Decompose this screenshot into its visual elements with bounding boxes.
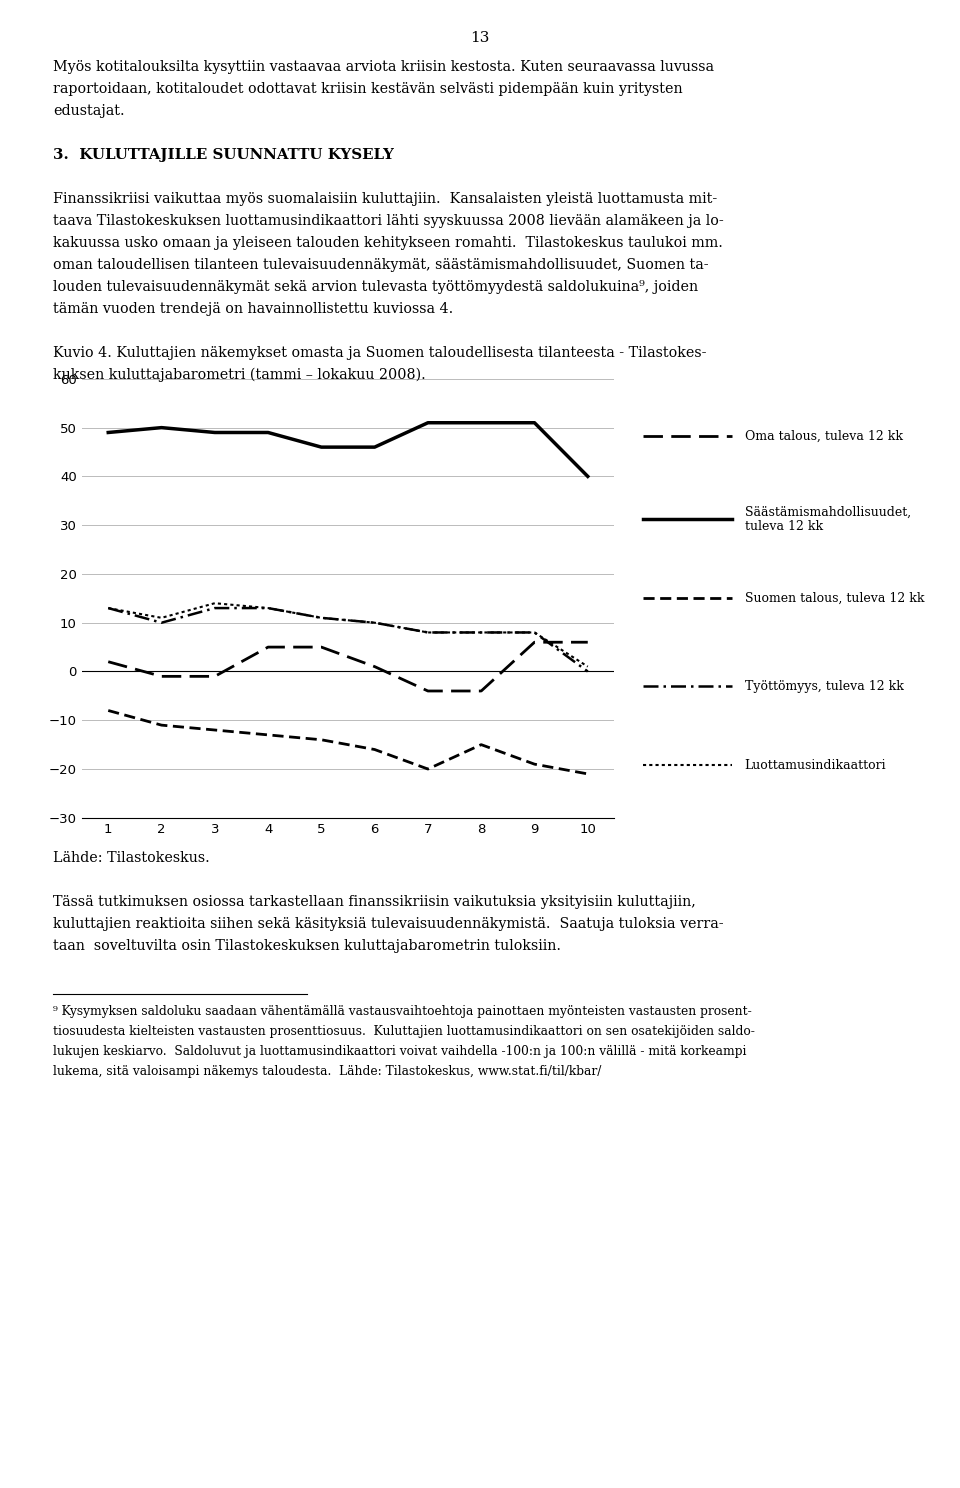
Text: Tässä tutkimuksen osiossa tarkastellaan finanssikriisin vaikutuksia yksityisiin : Tässä tutkimuksen osiossa tarkastellaan … xyxy=(53,894,696,909)
Text: Kuvio 4. Kuluttajien näkemykset omasta ja Suomen taloudellisesta tilanteesta - T: Kuvio 4. Kuluttajien näkemykset omasta j… xyxy=(53,345,707,360)
Text: Luottamusindikaattori: Luottamusindikaattori xyxy=(745,759,886,772)
Text: Finanssikriisi vaikuttaa myös suomalaisiin kuluttajiin.  Kansalaisten yleistä lu: Finanssikriisi vaikuttaa myös suomalaisi… xyxy=(53,192,717,205)
Text: Myös kotitalouksilta kysyttiin vastaavaa arviota kriisin kestosta. Kuten seuraav: Myös kotitalouksilta kysyttiin vastaavaa… xyxy=(53,60,714,73)
Text: kuksen kuluttajabarometri (tammi – lokakuu 2008).: kuksen kuluttajabarometri (tammi – lokak… xyxy=(53,368,425,382)
Text: Oma talous, tuleva 12 kk: Oma talous, tuleva 12 kk xyxy=(745,430,902,442)
Text: taan  soveltuvilta osin Tilastokeskuksen kuluttajabarometrin tuloksiin.: taan soveltuvilta osin Tilastokeskuksen … xyxy=(53,939,561,952)
Text: Lähde: Tilastokeskus.: Lähde: Tilastokeskus. xyxy=(53,851,209,865)
Text: Suomen talous, tuleva 12 kk: Suomen talous, tuleva 12 kk xyxy=(745,592,924,604)
Text: tämän vuoden trendejä on havainnollistettu kuviossa 4.: tämän vuoden trendejä on havainnollistet… xyxy=(53,302,453,315)
Text: raportoidaan, kotitaloudet odottavat kriisin kestävän selvästi pidempään kuin yr: raportoidaan, kotitaloudet odottavat kri… xyxy=(53,82,683,95)
Text: Säästämismahdollisuudet,
tuleva 12 kk: Säästämismahdollisuudet, tuleva 12 kk xyxy=(745,506,911,533)
Text: edustajat.: edustajat. xyxy=(53,104,125,118)
Text: kakuussa usko omaan ja yleiseen talouden kehitykseen romahti.  Tilastokeskus tau: kakuussa usko omaan ja yleiseen talouden… xyxy=(53,235,723,250)
Text: lukema, sitä valoisampi näkemys taloudesta.  Lähde: Tilastokeskus, www.stat.fi/t: lukema, sitä valoisampi näkemys taloudes… xyxy=(53,1065,601,1077)
Text: louden tulevaisuudennäkymät sekä arvion tulevasta työttömyydestä saldolukuina⁹, : louden tulevaisuudennäkymät sekä arvion … xyxy=(53,280,698,293)
Text: kuluttajien reaktioita siihen sekä käsityksiä tulevaisuudennäkymistä.  Saatuja t: kuluttajien reaktioita siihen sekä käsit… xyxy=(53,917,724,930)
Text: 13: 13 xyxy=(470,31,490,45)
Text: oman taloudellisen tilanteen tulevaisuudennäkymät, säästämismahdollisuudet, Suom: oman taloudellisen tilanteen tulevaisuud… xyxy=(53,257,708,272)
Text: tiosuudesta kielteisten vastausten prosenttiosuus.  Kuluttajien luottamusindikaa: tiosuudesta kielteisten vastausten prose… xyxy=(53,1025,755,1037)
Text: 3.  KULUTTAJILLE SUUNNATTU KYSELY: 3. KULUTTAJILLE SUUNNATTU KYSELY xyxy=(53,147,394,162)
Text: taava Tilastokeskuksen luottamusindikaattori lähti syyskuussa 2008 lievään alamä: taava Tilastokeskuksen luottamusindikaat… xyxy=(53,214,724,228)
Text: Työttömyys, tuleva 12 kk: Työttömyys, tuleva 12 kk xyxy=(745,680,903,692)
Text: lukujen keskiarvo.  Saldoluvut ja luottamusindikaattori voivat vaihdella -100:n : lukujen keskiarvo. Saldoluvut ja luottam… xyxy=(53,1045,746,1058)
Text: ⁹ Kysymyksen saldoluku saadaan vähentämällä vastausvaihtoehtoja painottaen myönt: ⁹ Kysymyksen saldoluku saadaan vähentämä… xyxy=(53,1004,752,1018)
